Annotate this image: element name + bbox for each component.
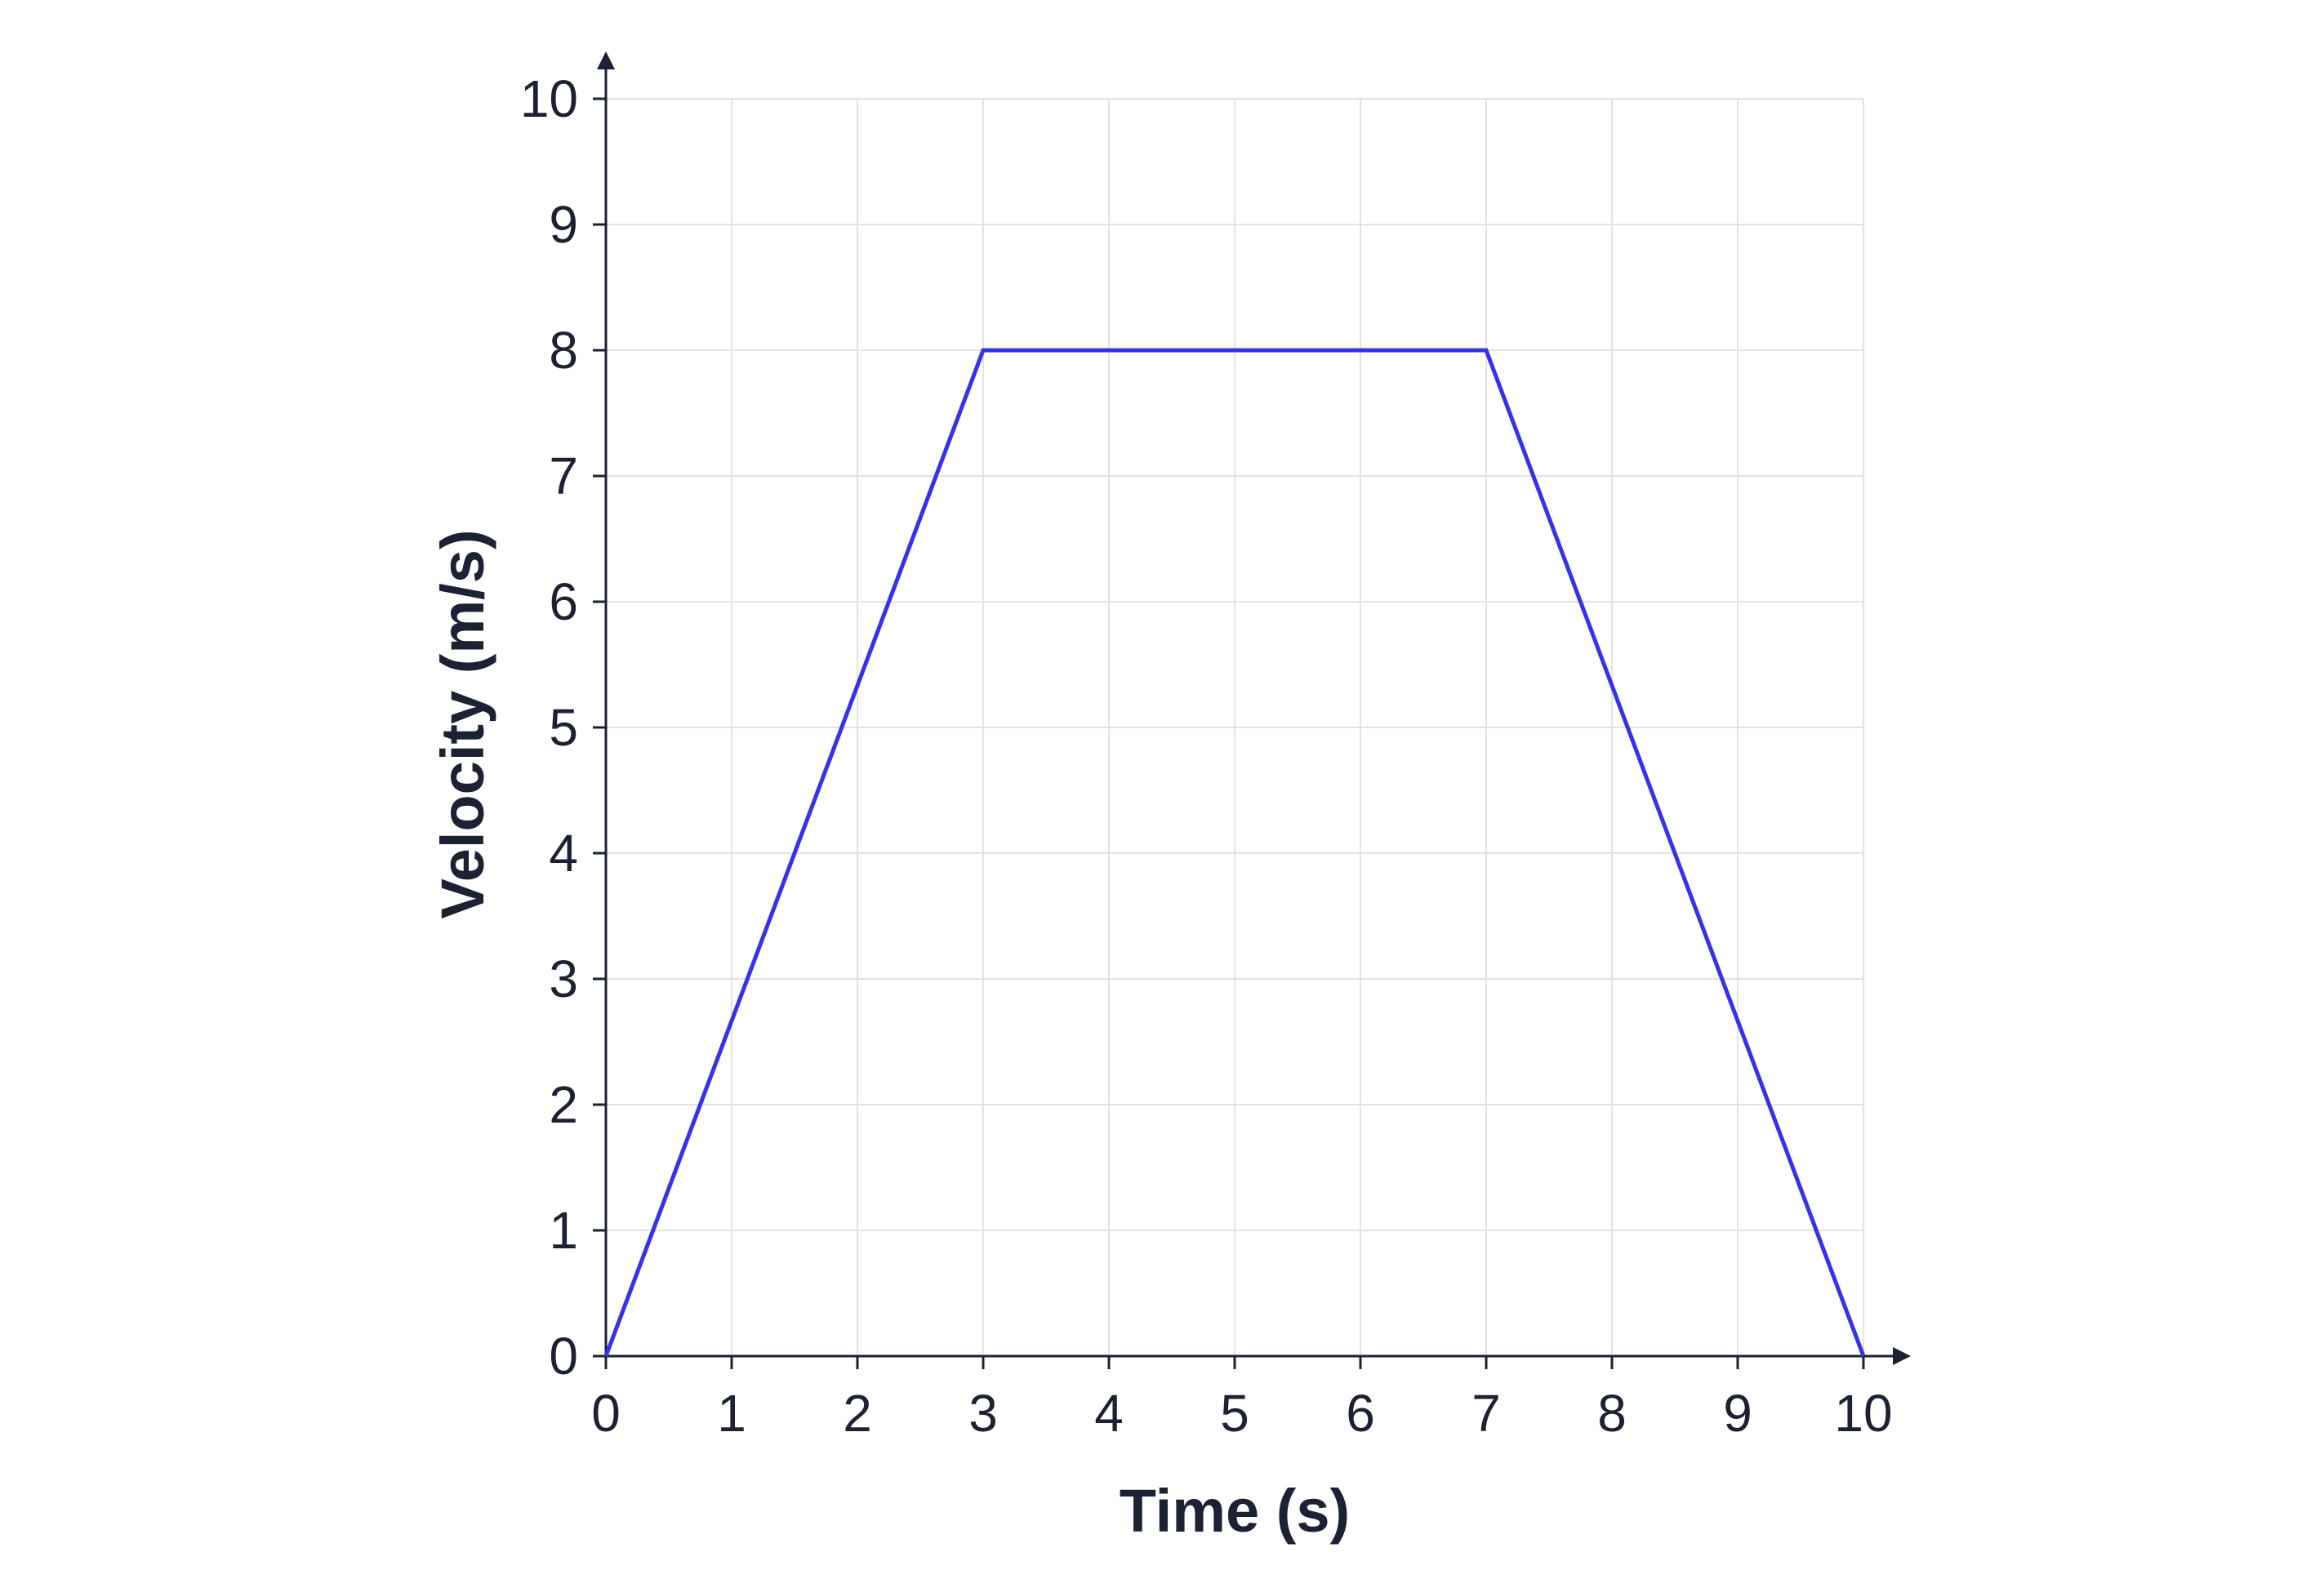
y-axis-title: Velocity (m/s)	[429, 529, 496, 918]
y-tick-label: 10	[520, 69, 578, 128]
axes	[597, 51, 1911, 1365]
y-tick-label: 6	[549, 572, 578, 631]
x-tick-label: 5	[1220, 1384, 1249, 1443]
y-tick-label: 1	[549, 1201, 578, 1260]
x-tick-label: 6	[1346, 1384, 1375, 1443]
series	[603, 348, 1866, 1357]
y-tick-label: 3	[549, 950, 578, 1008]
y-tick-label: 9	[549, 195, 578, 254]
y-tick-label: 7	[549, 447, 578, 505]
grid	[606, 98, 1864, 1356]
x-tick-label: 1	[717, 1384, 746, 1443]
x-tick-label: 8	[1597, 1384, 1627, 1443]
x-tick-label: 9	[1723, 1384, 1752, 1443]
x-tick-label: 7	[1471, 1384, 1501, 1443]
y-tick-label: 8	[549, 321, 578, 380]
y-axis-arrow-icon	[597, 51, 615, 69]
x-tick-label: 4	[1094, 1384, 1124, 1443]
x-axis-arrow-icon	[1893, 1347, 1911, 1365]
x-axis-title: Time (s)	[1120, 1477, 1350, 1545]
y-tick-label: 0	[549, 1327, 578, 1385]
y-tick-label: 5	[549, 698, 578, 757]
ticks: 0 1 2 3 4 5 6 7 8 9 10 0 1 2 3 4 5 6 7 8 9 10	[520, 69, 1893, 1443]
x-tick-label: 3	[968, 1384, 998, 1443]
x-tick-label: 2	[843, 1384, 872, 1443]
y-tick-label: 4	[549, 824, 578, 883]
velocity-series-line	[603, 348, 1866, 1357]
x-tick-label: 10	[1834, 1384, 1892, 1443]
x-tick-label: 0	[591, 1384, 621, 1443]
y-tick-label: 2	[549, 1075, 578, 1134]
